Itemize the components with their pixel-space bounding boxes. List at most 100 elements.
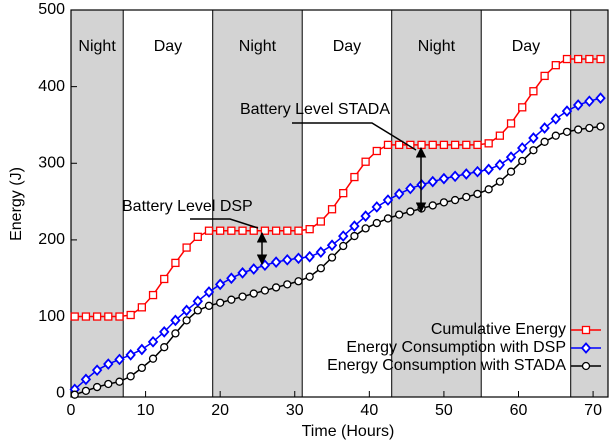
- data-point: [227, 226, 236, 235]
- data-point: [462, 192, 471, 202]
- data-point: [125, 348, 136, 361]
- y-tick-label: 0: [56, 384, 65, 401]
- data-point: [349, 220, 360, 232]
- data-point: [505, 151, 517, 163]
- data-point: [371, 201, 382, 213]
- data-point: [147, 335, 159, 348]
- data-point: [361, 157, 370, 166]
- data-point: [529, 87, 538, 96]
- data-point: [148, 354, 158, 363]
- data-point: [114, 353, 125, 366]
- data-point: [237, 266, 248, 279]
- data-point: [136, 343, 148, 356]
- legend-label: Cumulative Energy: [431, 321, 566, 338]
- data-point: [249, 289, 258, 298]
- data-point: [115, 312, 124, 321]
- data-point: [484, 185, 493, 194]
- data-point: [439, 140, 449, 150]
- data-point: [170, 314, 181, 327]
- data-point: [338, 230, 349, 242]
- data-point: [462, 140, 471, 150]
- y-tick-label: 200: [38, 231, 65, 248]
- data-point: [305, 272, 314, 281]
- data-point: [126, 372, 135, 381]
- data-point: [270, 256, 282, 268]
- data-point: [393, 188, 405, 200]
- data-point: [91, 364, 103, 377]
- data-point: [271, 283, 281, 292]
- plot-frame: [70, 9, 609, 398]
- data-point: [382, 194, 394, 206]
- data-point: [226, 272, 237, 285]
- data-point: [316, 264, 326, 273]
- x-tick-label: 30: [286, 402, 304, 419]
- series-line: [74, 58, 601, 318]
- data-point: [203, 286, 215, 298]
- data-point: [160, 274, 169, 284]
- band-label: Night: [78, 38, 116, 55]
- data-point: [473, 140, 482, 150]
- data-point: [214, 278, 226, 291]
- data-point: [126, 310, 135, 320]
- band-label: Night: [239, 38, 277, 55]
- data-point: [103, 358, 114, 370]
- y-tick-label: 100: [38, 308, 65, 325]
- annotation-leader: [292, 122, 417, 151]
- x-tick-label: 50: [435, 402, 453, 419]
- data-point: [572, 99, 584, 111]
- data-point: [70, 390, 79, 399]
- night-band: [212, 9, 303, 398]
- data-point: [417, 140, 426, 150]
- data-point: [350, 231, 359, 241]
- x-tick-label: 70: [584, 402, 602, 419]
- y-tick-label: 500: [38, 1, 65, 18]
- data-point: [372, 218, 381, 228]
- data-point: [304, 250, 315, 263]
- data-point: [584, 95, 595, 108]
- data-point: [305, 225, 314, 234]
- data-point: [104, 312, 113, 321]
- data-point: [216, 226, 225, 235]
- data-point: [551, 61, 560, 70]
- data-point: [395, 140, 404, 150]
- data-point: [137, 363, 147, 373]
- data-point: [595, 92, 606, 104]
- data-point: [539, 122, 550, 134]
- data-point: [484, 139, 493, 148]
- data-point: [283, 226, 292, 235]
- data-point: [551, 131, 560, 140]
- data-point: [249, 226, 258, 235]
- data-point: [248, 263, 259, 275]
- data-point: [238, 292, 247, 301]
- data-point: [518, 103, 527, 112]
- x-tick-label: 40: [360, 402, 378, 419]
- data-point: [92, 382, 102, 392]
- data-point: [339, 189, 348, 198]
- data-point: [316, 217, 326, 226]
- data-point: [70, 312, 79, 321]
- data-point: [438, 172, 450, 185]
- y-tick-label: 400: [38, 78, 65, 95]
- data-point: [182, 316, 191, 325]
- data-point: [92, 312, 102, 321]
- data-point: [449, 170, 461, 183]
- data-point: [104, 379, 113, 389]
- x-tick-label: 0: [67, 402, 76, 419]
- data-point: [81, 386, 91, 396]
- data-point: [192, 295, 203, 308]
- annotation-leader: [190, 218, 259, 229]
- data-point: [574, 54, 583, 64]
- data-point: [216, 298, 225, 307]
- data-point: [204, 301, 214, 310]
- data-point: [159, 326, 170, 338]
- y-axis-label: Energy (J): [8, 167, 25, 241]
- data-point: [428, 201, 437, 210]
- data-point: [406, 207, 415, 216]
- data-point: [294, 226, 303, 235]
- data-point: [293, 252, 304, 265]
- data-point: [494, 158, 506, 171]
- data-point: [227, 295, 236, 304]
- data-point: [596, 122, 605, 131]
- data-point: [372, 146, 381, 156]
